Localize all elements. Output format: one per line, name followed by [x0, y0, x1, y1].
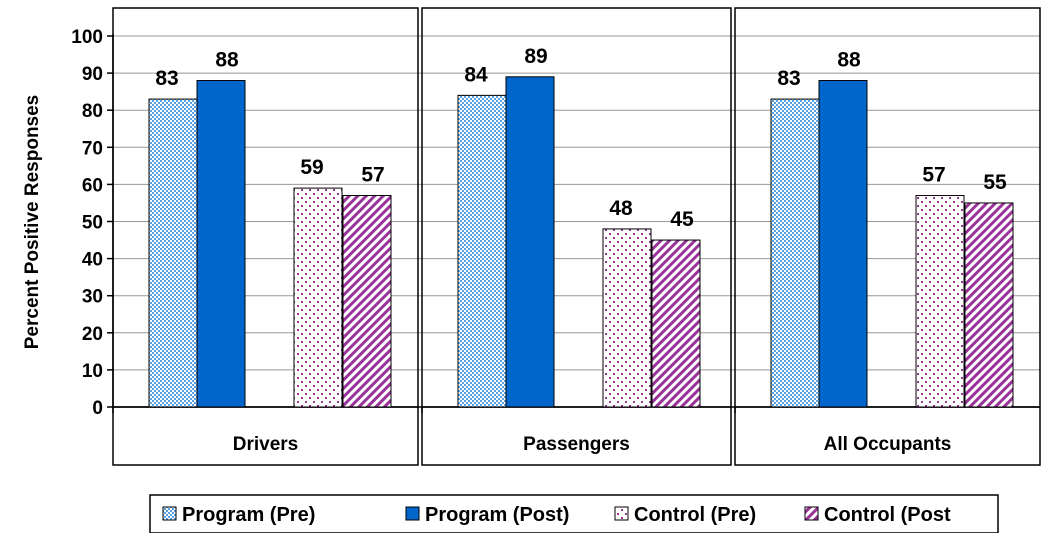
legend: Program (Pre) Program (Post) Control (Pre)…: [149, 494, 999, 533]
y-tick-label: 90: [82, 64, 103, 85]
bar: [651, 239, 701, 408]
bar: [342, 195, 392, 408]
category-panel: [421, 7, 732, 466]
y-tick-label: 20: [82, 324, 103, 345]
data-label: 83: [155, 67, 178, 90]
legend-swatch: [162, 506, 177, 521]
bar: [505, 76, 555, 408]
legend-label: Program (Pre): [182, 504, 315, 526]
bar: [196, 80, 246, 408]
data-label: 48: [609, 197, 633, 220]
y-tick-label: 60: [82, 175, 103, 196]
bar: [457, 94, 507, 408]
y-tick-label: 50: [82, 213, 103, 234]
data-label: 84: [464, 63, 488, 86]
bar: [915, 195, 965, 408]
data-label: 88: [837, 49, 861, 72]
category-label: Drivers: [233, 434, 299, 455]
y-tick-label: 40: [82, 250, 103, 271]
legend-label: Control (Pre): [634, 504, 756, 526]
data-label: 55: [983, 171, 1007, 194]
data-label: 45: [670, 208, 694, 231]
category-label: Passengers: [523, 434, 630, 455]
bar: [770, 98, 820, 408]
legend-box: [149, 494, 999, 533]
bar: [602, 228, 652, 408]
legend-label: Control (Post: [824, 504, 951, 526]
bar: [818, 80, 868, 408]
bar: [148, 98, 198, 408]
category-panel: [734, 7, 1041, 466]
data-label: 59: [300, 156, 323, 179]
bar: [293, 187, 343, 408]
category-panel: [112, 7, 419, 466]
y-tick-label: 70: [82, 138, 103, 159]
data-label: 88: [215, 49, 239, 72]
data-label: 89: [524, 45, 547, 68]
legend-swatch: [405, 506, 420, 521]
category-label: All Occupants: [824, 434, 952, 455]
y-tick-label: 100: [71, 27, 103, 48]
y-tick-label: 30: [82, 287, 103, 308]
y-tick-label: 80: [82, 101, 103, 122]
y-axis-title: Percent Positive Responses: [22, 95, 43, 350]
legend-label: Program (Post): [425, 504, 569, 526]
y-tick-label: 0: [92, 398, 103, 419]
plot-area: 0 10 20 30 40 50 60 70 80 90 100 83 88 59 57 Drivers 84 8…: [71, 7, 1041, 466]
bar: [964, 202, 1014, 408]
data-label: 57: [922, 164, 945, 187]
y-tick-label: 10: [82, 361, 103, 382]
data-label: 83: [777, 67, 800, 90]
legend-swatch: [804, 506, 819, 521]
legend-swatch: [614, 506, 629, 521]
data-label: 57: [361, 164, 384, 187]
